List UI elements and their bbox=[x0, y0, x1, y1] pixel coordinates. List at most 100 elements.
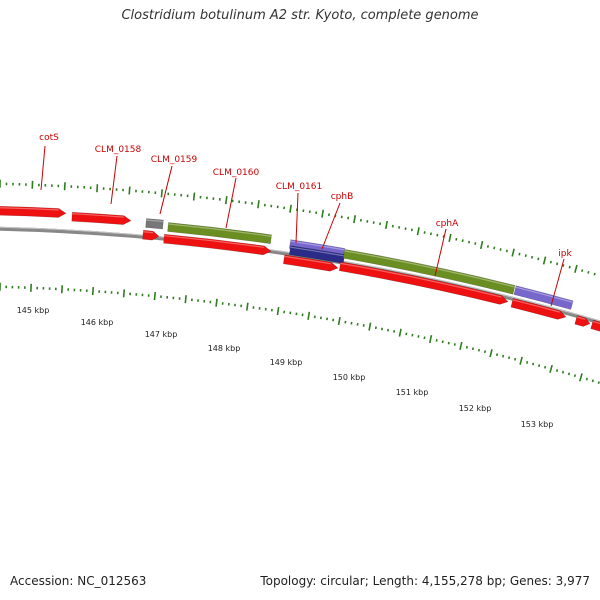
outer-minor-tick bbox=[568, 265, 571, 269]
gene-ipk-highlight bbox=[515, 286, 573, 303]
gene-clm-0158 bbox=[71, 211, 132, 225]
inner-minor-tick bbox=[483, 350, 487, 354]
outer-minor-tick bbox=[562, 264, 565, 267]
inner-major-tick bbox=[368, 322, 372, 331]
outer-minor-tick bbox=[429, 232, 433, 236]
genome-stats: Topology: circular; Length: 4,155,278 bp… bbox=[260, 574, 590, 588]
gene-red-d bbox=[338, 261, 509, 305]
outer-major-tick bbox=[96, 184, 99, 193]
outer-minor-tick bbox=[549, 260, 552, 264]
tick-label-150-kbp: 150 kbp bbox=[333, 373, 366, 382]
inner-minor-tick bbox=[423, 336, 426, 340]
outer-minor-tick bbox=[556, 262, 559, 266]
inner-major-tick bbox=[337, 316, 341, 326]
gene-clm-0159 bbox=[145, 218, 164, 230]
gene-red-c bbox=[282, 254, 339, 272]
gene-cpha-highlight bbox=[344, 250, 515, 288]
inner-major-tick bbox=[519, 356, 523, 365]
gene-small-a bbox=[142, 229, 160, 241]
outer-major-tick bbox=[160, 189, 163, 198]
tick-label-151-kbp: 151 kbp bbox=[396, 388, 429, 397]
gene-cots-highlight bbox=[0, 207, 59, 211]
gene-clm-0159-highlight bbox=[146, 219, 164, 223]
inner-major-tick bbox=[307, 311, 311, 320]
gene-label-clm-0160: CLM_0160 bbox=[213, 168, 260, 178]
outer-major-tick bbox=[542, 256, 547, 265]
outer-major-tick bbox=[384, 220, 388, 230]
topology-label: Topology: bbox=[260, 574, 317, 588]
outer-major-tick bbox=[257, 200, 260, 209]
outer-minor-tick bbox=[499, 248, 502, 251]
gene-label-ipk: ipk bbox=[558, 249, 572, 259]
inner-minor-tick bbox=[526, 360, 529, 364]
accession-info: Accession: NC_012563 bbox=[10, 574, 146, 588]
genes-label: Genes: bbox=[509, 574, 552, 588]
outer-minor-tick bbox=[581, 269, 584, 273]
inner-minor-tick bbox=[508, 356, 511, 360]
outer-major-tick bbox=[574, 264, 578, 273]
inner-minor-tick bbox=[543, 365, 547, 369]
inner-major-tick bbox=[579, 373, 583, 382]
gene-red-b bbox=[163, 233, 272, 256]
gene-label-clm-0158: CLM_0158 bbox=[95, 145, 142, 155]
accession-value: NC_012563 bbox=[77, 574, 147, 588]
outer-tick-track bbox=[0, 179, 596, 276]
gene-label-clm-0159: CLM_0159 bbox=[151, 155, 198, 165]
inner-minor-tick bbox=[405, 332, 408, 336]
outer-major-tick bbox=[321, 209, 325, 218]
outer-major-tick bbox=[128, 186, 131, 195]
inner-minor-tick bbox=[447, 341, 450, 345]
inner-minor-tick bbox=[591, 379, 594, 383]
genes-value: 3,977 bbox=[555, 574, 590, 588]
inner-minor-tick bbox=[477, 348, 481, 352]
inner-minor-tick bbox=[561, 370, 565, 374]
gene-red-g bbox=[590, 319, 600, 332]
outer-minor-tick bbox=[455, 237, 458, 241]
inner-minor-tick bbox=[453, 343, 456, 346]
outer-major-tick bbox=[192, 192, 196, 201]
inner-major-tick bbox=[398, 328, 402, 337]
inner-minor-tick bbox=[585, 377, 588, 381]
gene-label-clm-0161: CLM_0161 bbox=[276, 182, 322, 192]
page-title: Clostridium botulinum A2 str. Kyoto, com… bbox=[121, 8, 479, 23]
outer-major-tick bbox=[448, 233, 452, 242]
gene-label-cots: cotS bbox=[39, 133, 59, 143]
inner-major-tick bbox=[489, 349, 493, 358]
outer-minor-tick bbox=[537, 257, 540, 261]
gene-red-g-highlight bbox=[592, 320, 600, 325]
gene-clm-0160-highlight bbox=[168, 223, 272, 237]
outer-minor-tick bbox=[442, 235, 445, 238]
inner-major-tick bbox=[184, 295, 187, 304]
inner-minor-tick bbox=[471, 347, 475, 351]
tick-label-145-kbp: 145 kbp bbox=[17, 306, 50, 315]
outer-minor-tick bbox=[474, 242, 477, 245]
gene-cots bbox=[0, 205, 67, 218]
outer-minor-tick bbox=[436, 233, 439, 237]
outer-major-tick bbox=[416, 227, 420, 236]
outer-minor-tick bbox=[461, 239, 464, 243]
tick-label-153-kbp: 153 kbp bbox=[521, 420, 554, 429]
gene-label-leaders bbox=[40, 145, 565, 307]
outer-major-tick bbox=[511, 248, 515, 257]
length-value: 4,155,278 bp bbox=[421, 574, 502, 588]
gene-clm-0160 bbox=[167, 222, 272, 245]
inner-minor-tick bbox=[417, 335, 420, 338]
length-label: Length: bbox=[372, 574, 419, 588]
inner-major-tick bbox=[91, 287, 95, 296]
outer-minor-tick bbox=[518, 252, 521, 256]
accession-label: Accession: bbox=[10, 574, 74, 588]
gene-red-b-highlight bbox=[164, 235, 265, 249]
tick-label-148-kbp: 148 kbp bbox=[208, 344, 241, 353]
tick-label-149-kbp: 149 kbp bbox=[270, 358, 303, 367]
inner-major-tick bbox=[549, 364, 553, 373]
inner-minor-tick bbox=[501, 354, 505, 358]
outer-major-tick bbox=[225, 196, 228, 205]
inner-minor-tick bbox=[435, 339, 438, 342]
inner-minor-tick bbox=[465, 345, 468, 349]
gene-red-e-highlight bbox=[512, 299, 560, 313]
gene-red-e bbox=[510, 298, 567, 320]
inner-minor-tick bbox=[537, 364, 541, 368]
gene-red-f-highlight bbox=[576, 316, 586, 320]
inner-minor-tick bbox=[532, 362, 535, 366]
